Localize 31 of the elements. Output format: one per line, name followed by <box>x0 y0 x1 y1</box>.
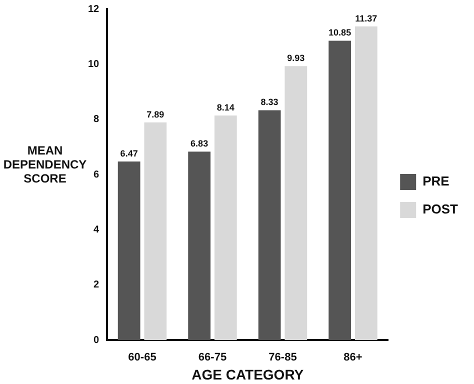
data-label: 10.85 <box>328 28 352 38</box>
y-tick-label: 6 <box>94 169 100 180</box>
x-tick-label: 76-85 <box>268 352 297 364</box>
y-tick-label: 4 <box>94 224 100 236</box>
bar <box>118 162 140 340</box>
x-axis-title: AGE CATEGORY <box>192 366 304 382</box>
data-label: 9.93 <box>287 53 305 64</box>
data-label: 8.33 <box>260 97 278 108</box>
data-label: 7.89 <box>146 109 164 120</box>
bar <box>214 115 237 340</box>
y-tick-label: 2 <box>94 280 100 291</box>
bar <box>354 26 378 340</box>
x-tick-label: 86+ <box>344 352 362 364</box>
x-tick-label: 66-75 <box>198 352 227 364</box>
bar <box>258 110 281 340</box>
bar <box>284 66 308 340</box>
y-axis-title: MEAN DEPENDENCY SCORE <box>3 144 87 186</box>
y-tick-label: 10 <box>88 58 100 70</box>
y-tick-label: 0 <box>94 334 100 346</box>
bar <box>144 122 167 340</box>
data-label: 6.47 <box>120 148 138 159</box>
data-label: 8.14 <box>216 102 234 112</box>
y-tick-label: 8 <box>94 114 100 126</box>
y-tick-label: 12 <box>88 4 100 15</box>
legend-label: POST <box>422 202 458 217</box>
data-label: 6.83 <box>190 138 208 149</box>
bar <box>188 152 211 340</box>
bar <box>328 40 352 340</box>
data-label: 11.37 <box>355 13 378 24</box>
legend-label: PRE <box>422 174 450 189</box>
x-tick-label: 60-65 <box>128 352 156 364</box>
